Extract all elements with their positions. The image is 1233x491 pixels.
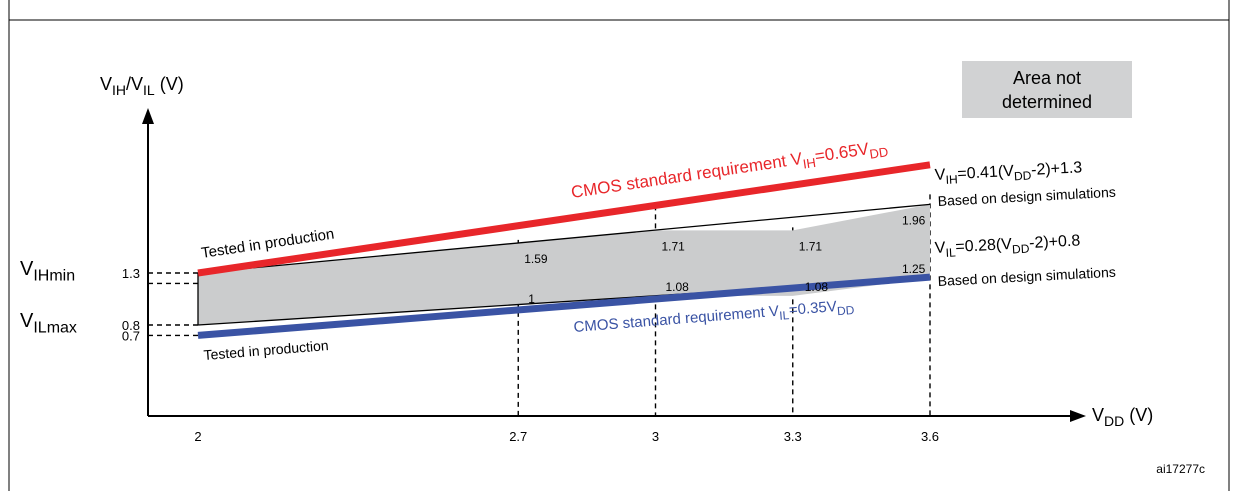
band-lower-value-0: 1 <box>528 292 535 306</box>
x-axis-label-part-1: DD <box>1104 413 1124 429</box>
y-tick-name-1: VILmax <box>20 310 77 337</box>
y-axis-label-part-4: (V) <box>155 74 184 94</box>
y-tick-name-0: VIHmin <box>20 258 75 285</box>
y-tick-name-0-part-1: IHmin <box>33 268 75 285</box>
vil-formula-part-3: DD <box>1012 242 1030 257</box>
vih-formula-part-0: V <box>934 166 946 184</box>
x-axis-arrow <box>1070 410 1086 422</box>
vih-formula-part-4: -2)+1.3 <box>1031 159 1083 179</box>
y-axis-arrow <box>142 108 154 124</box>
y-axis-label-part-1: IH <box>112 82 126 98</box>
vil-standard-label-part-1: IL <box>779 308 790 323</box>
vil-standard-label-part-2: =0.35V <box>788 298 837 319</box>
vil-formula-note: Based on design simulations <box>937 264 1116 289</box>
vil-standard-label-part-0: CMOS standard requirement V <box>573 303 780 336</box>
vih-formula-note: Based on design simulations <box>937 184 1116 209</box>
band-lower-value-1: 1.08 <box>666 280 690 294</box>
x-axis-label-part-2: (V) <box>1124 405 1153 425</box>
figure-frame <box>8 0 1230 491</box>
y-axis-label-part-2: /V <box>126 74 143 94</box>
band-upper-value-1: 1.71 <box>662 239 686 253</box>
series-line-1 <box>197 273 931 339</box>
series-line-0 <box>197 161 931 277</box>
x-tick-label-3: 3 <box>652 429 659 444</box>
vil-formula-part-4: -2)+0.8 <box>1029 232 1081 252</box>
axes <box>142 108 1086 422</box>
vil-formula-part-0: V <box>934 239 946 257</box>
area-box-line2: determined <box>1002 92 1092 112</box>
vih-standard-label-part-3: DD <box>868 144 889 162</box>
band-lower-value-2: 1.08 <box>805 280 829 294</box>
series-layer <box>197 161 931 339</box>
vih-formula: VIH=0.41(VDD-2)+1.3 <box>934 159 1083 187</box>
vil-formula-part-1: IL <box>945 245 956 260</box>
y-tick-name-0-part-0: V <box>20 258 34 280</box>
vih-standard-label-part-0: CMOS standard requirement V <box>570 149 804 202</box>
vil-standard-label-part-3: DD <box>837 303 856 318</box>
vih-standard-label-part-1: IH <box>802 155 817 172</box>
y-tick-name-1-part-1: ILmax <box>33 320 77 337</box>
vih-sim-line <box>197 203 931 274</box>
x-tick-label-2: 2 <box>194 429 201 444</box>
x-axis-label: VDD (V) <box>1092 405 1153 429</box>
y-tick-name-1-part-0: V <box>20 310 34 332</box>
y-tick-label-0.8: 0.8 <box>122 318 140 333</box>
band-upper-value-2: 1.71 <box>799 239 823 253</box>
y-tick-label-0.7: 0.7 <box>122 328 140 343</box>
x-tick-label-3.3: 3.3 <box>784 429 802 444</box>
y-axis-label-part-0: V <box>100 74 112 94</box>
x-tick-label-2.7: 2.7 <box>509 429 527 444</box>
band-upper-value-3: 1.96 <box>902 213 926 227</box>
figure-id: ai17277c <box>1156 462 1205 476</box>
band-upper-value-0: 1.59 <box>524 252 548 266</box>
vih-formula-part-2: =0.41(V <box>957 163 1015 183</box>
x-tick-label-3.6: 3.6 <box>921 429 939 444</box>
vil-formula: VIL=0.28(VDD-2)+0.8 <box>934 232 1081 260</box>
y-axis-label-part-3: IL <box>143 82 155 98</box>
y-axis-label: VIH/VIL (V) <box>100 74 184 98</box>
vil-formula-part-2: =0.28(V <box>955 236 1013 256</box>
x-axis-label-part-0: V <box>1092 405 1104 425</box>
vih-formula-part-1: IH <box>945 172 958 187</box>
area-box-line1: Area not <box>1013 68 1081 88</box>
y-tick-label-1.3: 1.3 <box>122 266 140 281</box>
band-lower-value-3: 1.25 <box>902 262 926 276</box>
vih-formula-part-3: DD <box>1014 168 1032 183</box>
vih-standard-label-part-2: =0.65V <box>814 139 871 166</box>
area-not-determined-box: Area not determined <box>962 61 1132 118</box>
vil-production-label: Tested in production <box>203 337 329 363</box>
